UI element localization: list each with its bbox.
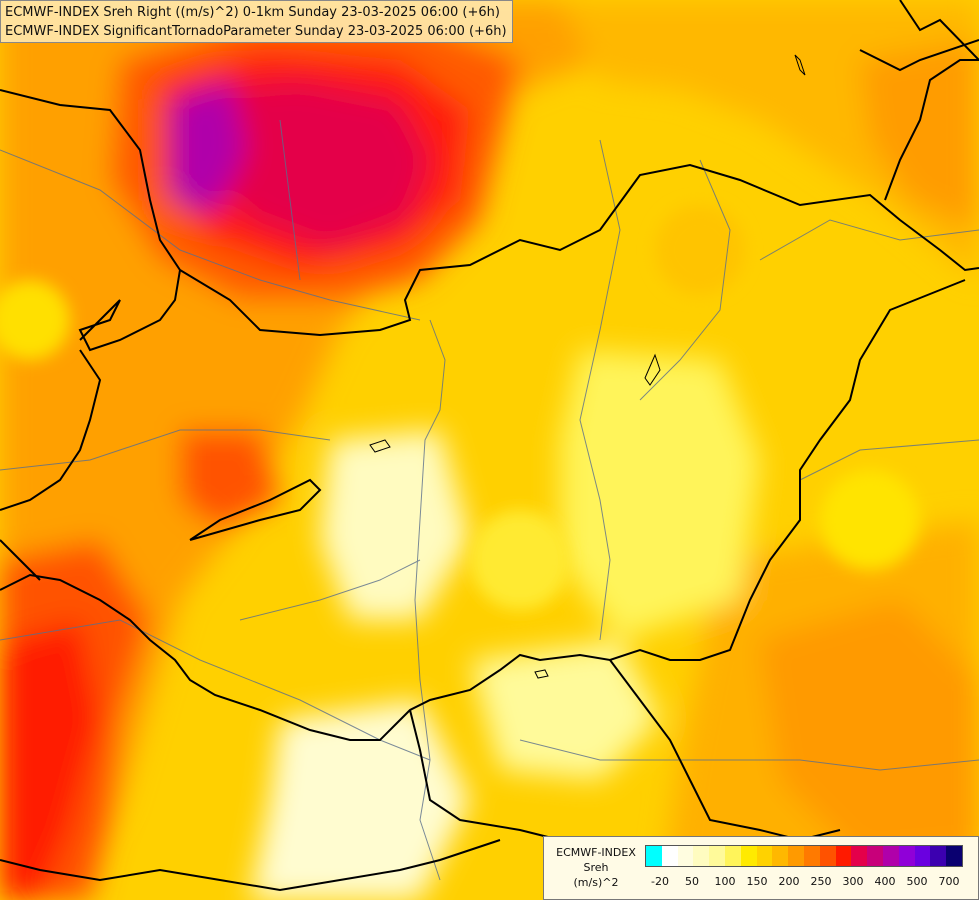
legend-swatch xyxy=(724,846,741,866)
lakes xyxy=(369,54,806,679)
legend-tick-label: 200 xyxy=(778,875,800,888)
legend-swatch xyxy=(646,846,662,866)
legend-tick-label: 150 xyxy=(746,875,768,888)
legend-swatch xyxy=(898,846,915,866)
legend-tick-label: 500 xyxy=(906,875,928,888)
legend-title-line-2: Sreh xyxy=(583,861,609,874)
legend-tick-label: 250 xyxy=(810,875,832,888)
legend-swatch xyxy=(756,846,773,866)
legend-ticks: -20 50 100 150 200 250 300 400 500 700 xyxy=(645,875,965,889)
legend-swatch xyxy=(661,846,678,866)
legend-swatches xyxy=(645,845,963,867)
legend-swatch xyxy=(835,846,852,866)
legend-tick-label: 400 xyxy=(874,875,896,888)
legend-swatch xyxy=(819,846,836,866)
legend-tick-label: 50 xyxy=(685,875,699,888)
map-title-line-1: ECMWF-INDEX Sreh Right ((m/s)^2) 0-1km S… xyxy=(5,5,500,20)
map-title-box: ECMWF-INDEX Sreh Right ((m/s)^2) 0-1km S… xyxy=(0,0,513,43)
legend-swatch xyxy=(772,846,789,866)
legend-swatch xyxy=(946,846,962,866)
legend-units: (m/s)^2 xyxy=(573,876,619,889)
legend-swatch xyxy=(677,846,694,866)
legend-swatch xyxy=(914,846,931,866)
legend-swatch xyxy=(867,846,883,866)
map-title-line-2: ECMWF-INDEX SignificantTornadoParameter … xyxy=(5,24,507,39)
color-legend: ECMWF-INDEX Sreh (m/s)^2 -20 50 100 150 200 2… xyxy=(543,836,979,900)
rivers xyxy=(0,119,979,881)
legend-tick-label: 300 xyxy=(842,875,864,888)
srh-detail-field xyxy=(0,205,920,610)
legend-tick-label: 700 xyxy=(938,875,960,888)
legend-title-line-1: ECMWF-INDEX xyxy=(556,846,636,859)
legend-swatch xyxy=(709,846,725,866)
legend-swatch xyxy=(788,846,804,866)
legend-swatch xyxy=(882,846,899,866)
legend-swatch xyxy=(693,846,710,866)
legend-swatch xyxy=(803,846,820,866)
legend-tick-label: 100 xyxy=(714,875,736,888)
legend-tick-label: -20 xyxy=(651,875,669,888)
legend-title: ECMWF-INDEX Sreh (m/s)^2 xyxy=(550,845,642,890)
legend-swatch xyxy=(930,846,947,866)
legend-swatch xyxy=(851,846,868,866)
legend-swatch xyxy=(740,846,757,866)
